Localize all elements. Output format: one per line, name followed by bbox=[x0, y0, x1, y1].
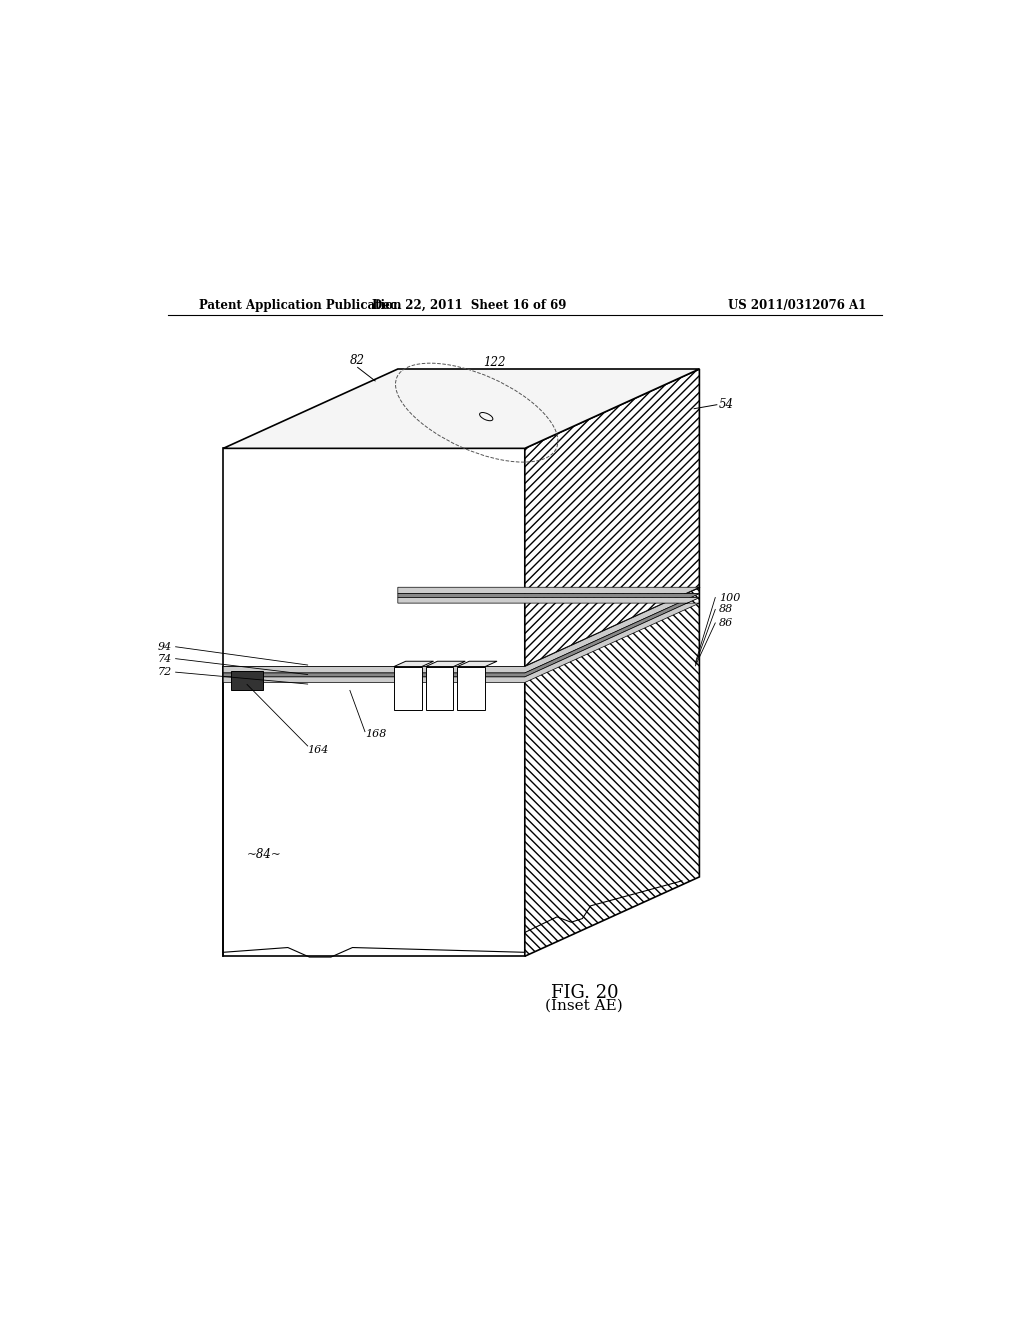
Text: 86: 86 bbox=[719, 618, 733, 628]
Text: 168: 168 bbox=[365, 729, 386, 739]
Text: 82: 82 bbox=[350, 354, 366, 367]
Text: ~84~: ~84~ bbox=[247, 849, 282, 862]
Text: 72: 72 bbox=[158, 667, 172, 677]
Text: 74: 74 bbox=[158, 653, 172, 664]
Text: Dec. 22, 2011  Sheet 16 of 69: Dec. 22, 2011 Sheet 16 of 69 bbox=[372, 300, 566, 312]
Polygon shape bbox=[223, 598, 699, 682]
Text: FIG. 20: FIG. 20 bbox=[551, 983, 618, 1002]
Text: 94: 94 bbox=[158, 642, 172, 652]
Polygon shape bbox=[394, 661, 433, 667]
Text: 122: 122 bbox=[483, 356, 506, 370]
Polygon shape bbox=[458, 667, 485, 710]
Polygon shape bbox=[223, 449, 524, 667]
Text: 88: 88 bbox=[719, 605, 733, 615]
Polygon shape bbox=[394, 667, 422, 710]
Text: 100: 100 bbox=[719, 593, 740, 602]
Polygon shape bbox=[223, 370, 699, 449]
Polygon shape bbox=[524, 370, 699, 667]
Polygon shape bbox=[223, 594, 699, 677]
Text: US 2011/0312076 A1: US 2011/0312076 A1 bbox=[728, 300, 866, 312]
Polygon shape bbox=[458, 661, 497, 667]
Text: (Inset AE): (Inset AE) bbox=[546, 998, 624, 1012]
Text: 164: 164 bbox=[307, 744, 329, 755]
Text: 54: 54 bbox=[719, 399, 734, 412]
Polygon shape bbox=[223, 587, 699, 673]
Text: Patent Application Publication: Patent Application Publication bbox=[200, 300, 402, 312]
Polygon shape bbox=[223, 667, 524, 956]
Polygon shape bbox=[524, 587, 699, 956]
Polygon shape bbox=[426, 661, 465, 667]
Polygon shape bbox=[426, 667, 454, 710]
Polygon shape bbox=[231, 671, 263, 690]
